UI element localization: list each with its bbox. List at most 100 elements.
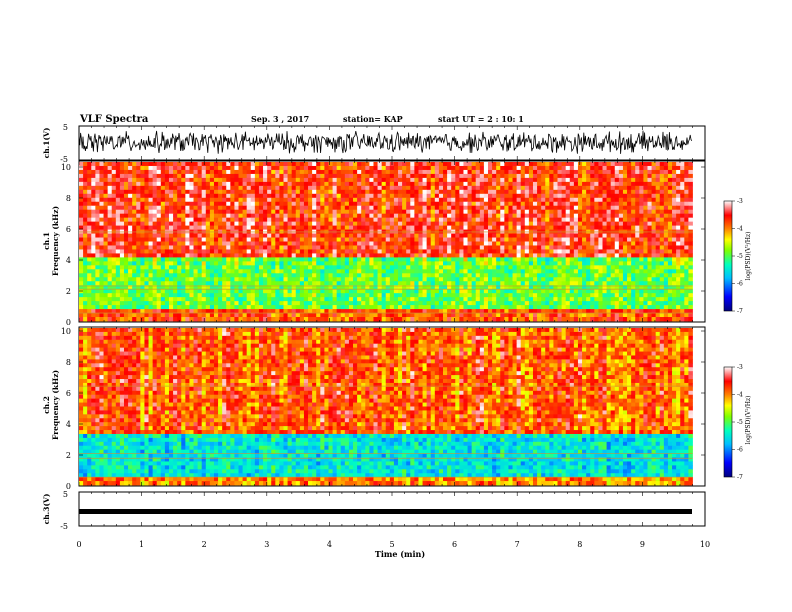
spectrogram-cell (79, 181, 84, 187)
spectrogram-cell (524, 181, 530, 187)
spectrogram-cell (516, 273, 522, 278)
spectrogram-cell (487, 225, 493, 230)
spectrogram-cell (222, 281, 227, 286)
spectrogram-cell (303, 289, 309, 294)
spectrogram-cell (688, 177, 693, 183)
spectrogram-cell (680, 281, 685, 286)
spectrogram-cell (369, 197, 374, 203)
spectrogram-cell (205, 185, 211, 191)
spectrogram-cell (487, 217, 493, 223)
spectrogram-cell (426, 162, 432, 167)
spectrogram-cell (136, 165, 141, 171)
spectrogram-cell (545, 189, 550, 195)
spectrogram-cell (500, 197, 505, 203)
spectrogram-cell (512, 217, 518, 223)
spectrogram-cell (582, 273, 587, 278)
spectrogram-cell (627, 162, 632, 167)
spectrogram-cell (590, 205, 595, 211)
spectrogram-cell (663, 177, 669, 183)
spectrogram-cell (230, 205, 235, 211)
spectrogram-cell (238, 237, 243, 242)
spectrogram-cell (688, 277, 693, 282)
spectrogram-cell (627, 201, 632, 207)
spectrogram-cell (103, 169, 109, 175)
spectrogram-cell (524, 185, 530, 191)
spectrogram-cell (577, 169, 583, 175)
spectrogram-cell (357, 277, 362, 282)
spectrogram-cell (651, 233, 657, 238)
spectrogram-cell (455, 273, 460, 278)
spectrogram-cell (258, 273, 264, 278)
spectrogram-cell (173, 237, 178, 242)
spectrogram-cell (516, 281, 522, 286)
spectrogram-cell (103, 201, 109, 207)
spectrogram-cell (393, 257, 399, 262)
spectrogram-cell (483, 205, 489, 211)
spectrogram-cell (418, 265, 423, 270)
spectrogram-cell (647, 285, 652, 290)
spectrogram-cell (332, 197, 338, 203)
spectrogram-cell (586, 281, 591, 286)
spectrogram-cell (443, 209, 448, 215)
spectrogram-cell (91, 285, 96, 290)
spectrogram-cell (655, 217, 661, 223)
spectrogram-cell (528, 193, 534, 199)
spectrogram-cell (95, 193, 100, 199)
spectrogram-cell (381, 269, 387, 274)
spectrogram-cell (667, 249, 673, 254)
spectrogram-cell (508, 237, 513, 242)
spectrogram-cell (549, 189, 554, 195)
spectrogram-cell (467, 217, 473, 223)
spectrogram-cell (279, 237, 284, 242)
spectrogram-cell (402, 237, 407, 242)
spectrogram-cell (430, 241, 436, 246)
spectrogram-cell (230, 169, 235, 175)
spectrogram-cell (549, 285, 554, 290)
spectrogram-cell (451, 197, 456, 203)
spectrogram-cell (303, 249, 309, 254)
spectrogram-cell (406, 213, 411, 219)
spectrogram-cell (140, 261, 145, 266)
spectrogram-cell (455, 241, 460, 246)
spectrogram-cell (463, 261, 468, 266)
spectrogram-cell (680, 173, 685, 179)
spectrogram-cell (594, 273, 599, 278)
spectrogram-cell (95, 233, 100, 238)
spectrogram-cell (561, 189, 567, 195)
spectrogram-cell (83, 201, 88, 207)
spectrogram-cell (308, 249, 313, 254)
spectrogram-cell (467, 245, 473, 250)
spectrogram-cell (667, 281, 673, 286)
spectrogram-cell (365, 245, 370, 250)
spectrogram-cell (557, 273, 562, 278)
spectrogram-cell (377, 241, 383, 246)
spectrogram-cell (111, 277, 117, 282)
spectrogram-cell (242, 285, 248, 290)
spectrogram-cell (312, 169, 317, 175)
spectrogram-cell (218, 241, 223, 246)
spectrogram-cell (680, 189, 685, 195)
spectrogram-cell (467, 265, 473, 270)
spectrogram-cell (520, 269, 526, 274)
spectrogram-cell (549, 273, 554, 278)
spectrogram-cell (381, 225, 387, 230)
spectrogram-cell (549, 221, 554, 227)
spectrogram-cell (295, 285, 301, 290)
spectrogram-cell (111, 281, 117, 286)
spectrogram-cell (246, 265, 252, 270)
spectrogram-cell (426, 185, 432, 191)
spectrogram-cell (483, 225, 489, 230)
spectrogram-cell (659, 209, 665, 215)
spectrogram-cell (447, 261, 452, 266)
spectrogram-cell (246, 289, 252, 294)
spectrogram-cell (618, 285, 624, 290)
spectrogram-cell (434, 265, 440, 270)
spectrogram-cell (160, 209, 166, 215)
spectrogram-cell (91, 173, 96, 179)
spectrogram-cell (83, 221, 88, 227)
spectrogram-cell (627, 281, 632, 286)
spectrogram-cell (164, 205, 170, 211)
spectrogram-cell (520, 197, 526, 203)
spectrogram-cell (385, 169, 391, 175)
spectrogram-cell (647, 261, 652, 266)
